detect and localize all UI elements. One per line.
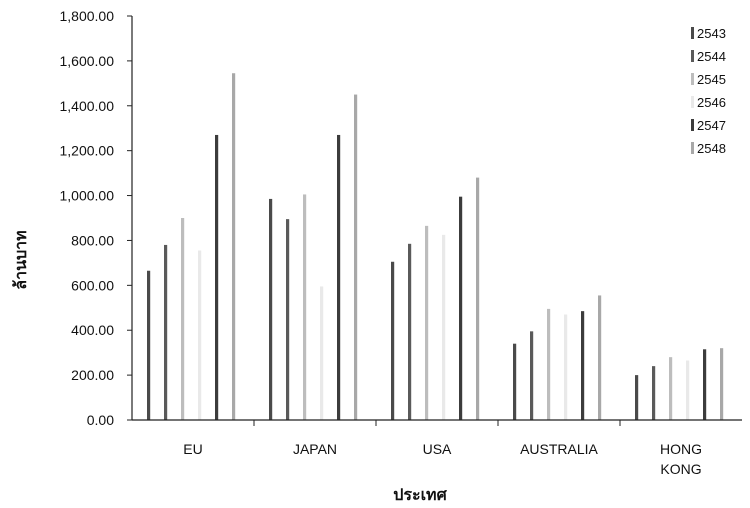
y-axis-title: ล้านบาท bbox=[11, 230, 30, 289]
y-tick-label: 400.00 bbox=[71, 322, 114, 338]
y-axis-ticks: 0.00 200.00 400.00 600.00 800.00 1,000.00 1,20… bbox=[60, 8, 132, 428]
bar-2546-australia bbox=[564, 314, 568, 420]
y-tick-label: 200.00 bbox=[71, 367, 114, 383]
x-category-label: JAPAN bbox=[293, 441, 337, 457]
bar-2548-eu bbox=[232, 73, 236, 420]
bar-2545-japan bbox=[303, 194, 307, 420]
bar-2545-australia bbox=[547, 308, 551, 420]
x-category-label: USA bbox=[423, 441, 452, 457]
legend-label: 2543 bbox=[697, 26, 726, 41]
legend-swatch bbox=[691, 119, 694, 131]
bar-2547-eu bbox=[215, 134, 219, 420]
legend-label: 2548 bbox=[697, 141, 726, 156]
bar-2546-eu bbox=[198, 250, 202, 420]
legend-label: 2547 bbox=[697, 118, 726, 133]
bar-2544-eu bbox=[164, 244, 168, 420]
x-axis-categories: EU JAPAN USA AUSTRALIA HONG KONG bbox=[183, 420, 702, 477]
x-category-label: AUSTRALIA bbox=[520, 441, 598, 457]
y-tick-label: 600.00 bbox=[71, 277, 114, 293]
bar-2544-australia bbox=[530, 331, 534, 420]
legend-label: 2544 bbox=[697, 49, 726, 64]
x-category-label: EU bbox=[183, 441, 202, 457]
legend-swatch bbox=[691, 50, 694, 62]
legend: 2543 2544 2545 2546 2547 2548 bbox=[691, 26, 726, 156]
y-tick-label: 0.00 bbox=[87, 412, 114, 428]
bar-2546-japan bbox=[320, 286, 324, 420]
bar-2543-eu bbox=[147, 270, 151, 420]
bar-2548-japan bbox=[354, 94, 358, 421]
legend-swatch bbox=[691, 142, 694, 154]
legend-swatch bbox=[691, 96, 694, 108]
bar-2545-usa bbox=[425, 225, 429, 420]
bar-2544-japan bbox=[286, 219, 290, 420]
bar-2547-hong-kong bbox=[703, 349, 707, 420]
y-tick-label: 1,000.00 bbox=[60, 188, 115, 204]
x-axis-title: ประเทศ bbox=[393, 485, 447, 504]
bar-2546-usa bbox=[442, 234, 446, 420]
legend-swatch bbox=[691, 27, 694, 39]
bar-2547-japan bbox=[337, 134, 341, 420]
legend-label: 2545 bbox=[697, 72, 726, 87]
y-tick-label: 1,400.00 bbox=[60, 98, 115, 114]
bar-2547-australia bbox=[581, 311, 585, 420]
bar-2548-hong-kong bbox=[720, 348, 724, 420]
x-category-label: HONG KONG bbox=[660, 441, 702, 477]
bar-2543-japan bbox=[269, 198, 273, 420]
bar-2545-eu bbox=[181, 218, 185, 420]
bar-2543-hong-kong bbox=[635, 375, 639, 420]
bar-2544-usa bbox=[408, 243, 412, 420]
bar-2545-hong-kong bbox=[669, 357, 673, 420]
y-tick-label: 1,800.00 bbox=[60, 8, 115, 24]
bar-2547-usa bbox=[459, 196, 463, 420]
bar-2544-hong-kong bbox=[652, 366, 656, 420]
bar-2546-hong-kong bbox=[686, 360, 690, 420]
bar-2548-australia bbox=[598, 295, 602, 420]
y-tick-label: 1,200.00 bbox=[60, 143, 115, 159]
bar-2543-usa bbox=[391, 261, 395, 420]
bar-2548-usa bbox=[476, 177, 480, 420]
y-tick-label: 800.00 bbox=[71, 232, 114, 248]
y-tick-label: 1,600.00 bbox=[60, 53, 115, 69]
bar-2543-australia bbox=[513, 343, 517, 420]
legend-label: 2546 bbox=[697, 95, 726, 110]
bars bbox=[147, 73, 724, 421]
legend-swatch bbox=[691, 73, 694, 85]
